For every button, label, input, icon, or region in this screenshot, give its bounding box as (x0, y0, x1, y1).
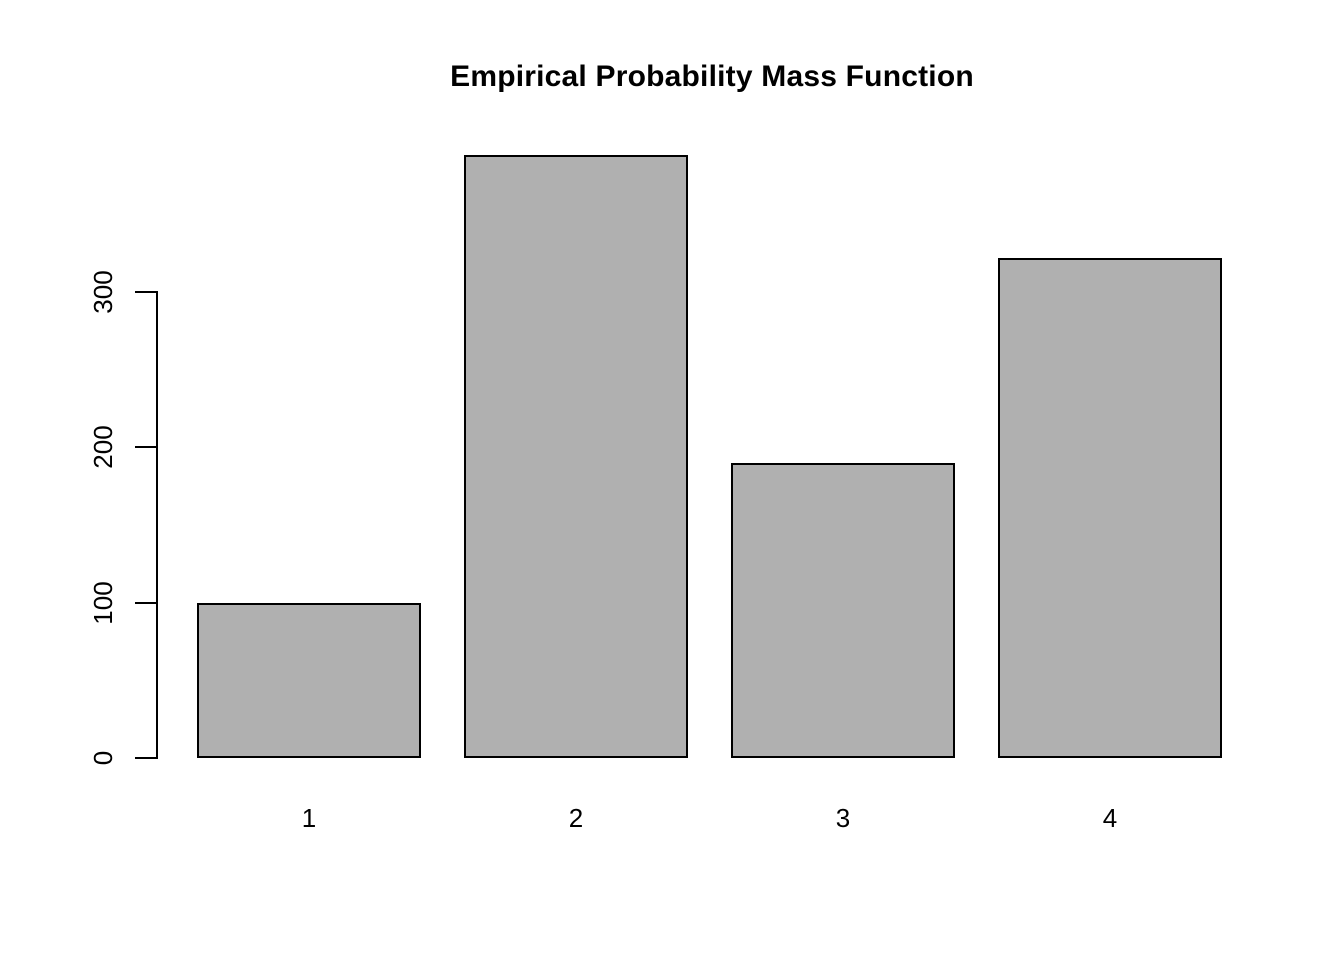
bar (464, 155, 688, 758)
plot-area: 1 2 3 4 (158, 0, 1222, 831)
bar-group-1: 1 (197, 0, 421, 831)
y-tick-label: 200 (88, 425, 118, 469)
tick-mark (135, 757, 157, 759)
x-tick-label: 4 (1102, 803, 1118, 833)
chart-title: Empirical Probability Mass Function (450, 60, 974, 93)
x-tick-label: 3 (835, 803, 851, 833)
bar-group-3: 3 (731, 0, 955, 831)
y-axis-line (156, 291, 158, 759)
bar (731, 463, 955, 758)
y-tick-label: 300 (88, 270, 118, 314)
tick-mark (135, 446, 157, 448)
bar-group-4: 4 (998, 0, 1222, 831)
tick-mark (135, 291, 157, 293)
bar-group-2: 2 (464, 0, 688, 831)
tick-mark (135, 602, 157, 604)
bar (197, 603, 421, 758)
y-tick-label: 0 (88, 750, 118, 766)
x-tick-label: 2 (568, 803, 584, 833)
bar (998, 258, 1222, 758)
y-tick-label: 100 (88, 581, 118, 625)
x-tick-label: 1 (301, 803, 317, 833)
